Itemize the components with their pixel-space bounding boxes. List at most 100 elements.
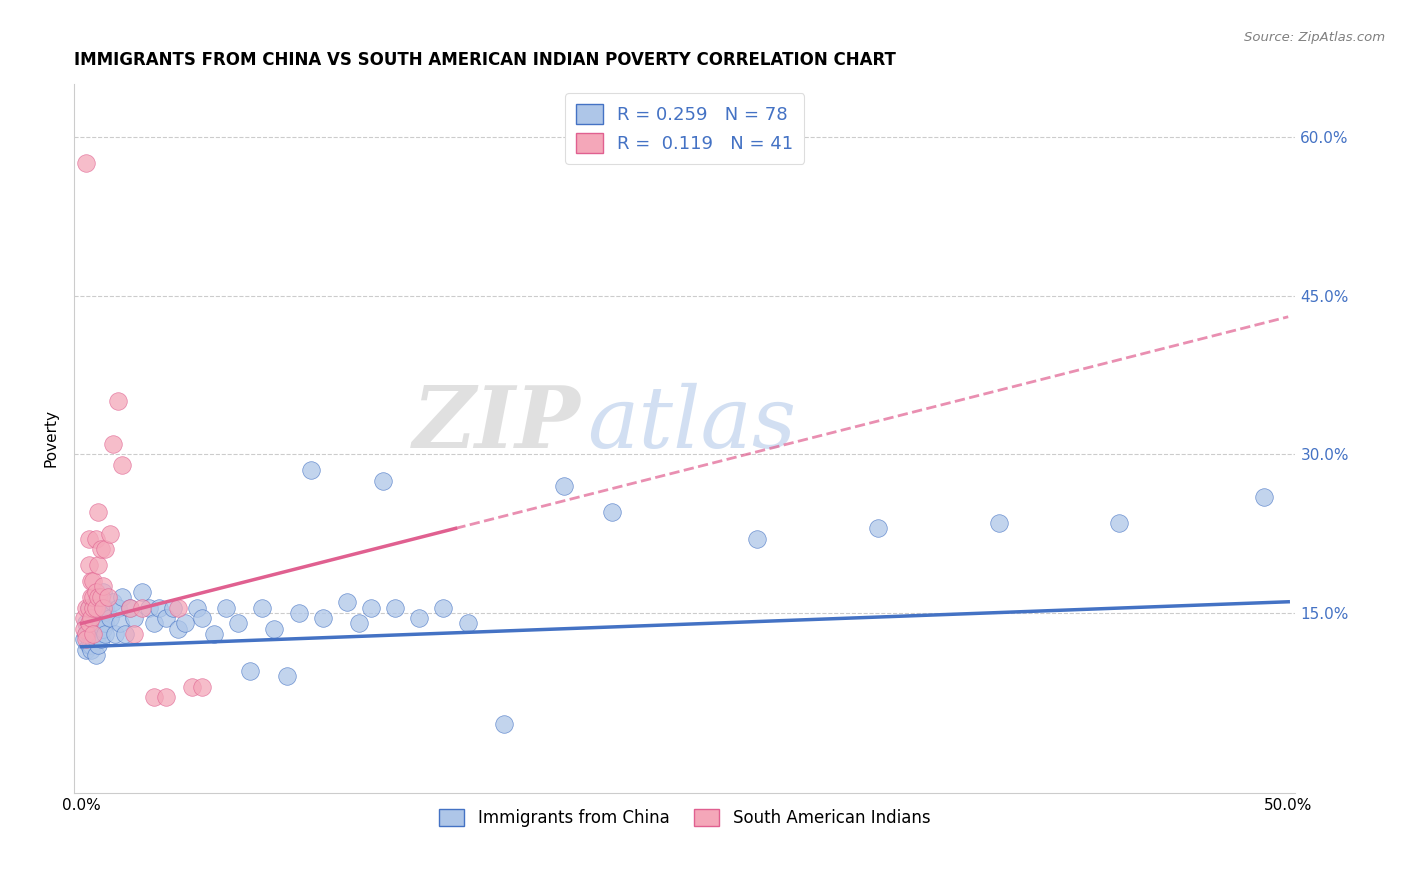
Point: [131, 584, 153, 599]
Point: [80, 638, 103, 652]
Point: [94, 627, 117, 641]
Text: ZIP: ZIP: [413, 383, 581, 466]
Point: [94, 542, 117, 557]
Point: [202, 627, 225, 641]
Point: [73, 611, 96, 625]
Point: [91, 584, 114, 599]
Point: [101, 595, 124, 609]
Point: [215, 600, 238, 615]
Point: [408, 611, 430, 625]
Point: [82, 600, 104, 615]
Point: [82, 600, 104, 615]
Point: [77, 627, 100, 641]
Point: [87, 590, 110, 604]
Point: [347, 616, 370, 631]
Point: [87, 606, 110, 620]
Point: [77, 558, 100, 573]
Point: [191, 680, 214, 694]
Legend: Immigrants from China, South American Indians: Immigrants from China, South American In…: [433, 803, 936, 834]
Point: [124, 627, 146, 641]
Point: [98, 611, 121, 625]
Point: [82, 632, 104, 647]
Point: [457, 616, 479, 631]
Point: [91, 606, 114, 620]
Point: [84, 532, 107, 546]
Text: Source: ZipAtlas.com: Source: ZipAtlas.com: [1244, 31, 1385, 45]
Point: [142, 690, 165, 705]
Point: [94, 616, 117, 631]
Point: [142, 616, 165, 631]
Point: [87, 627, 110, 641]
Point: [87, 558, 110, 573]
Point: [191, 611, 214, 625]
Text: atlas: atlas: [588, 383, 796, 466]
Point: [312, 611, 335, 625]
Point: [987, 516, 1010, 530]
Point: [97, 590, 120, 604]
Point: [98, 526, 121, 541]
Point: [602, 505, 624, 519]
Point: [75, 600, 97, 615]
Point: [167, 622, 190, 636]
Point: [90, 595, 112, 609]
Point: [84, 648, 107, 663]
Point: [84, 600, 107, 615]
Point: [82, 622, 104, 636]
Point: [287, 606, 309, 620]
Point: [84, 632, 107, 647]
Point: [84, 584, 107, 599]
Point: [747, 532, 769, 546]
Point: [174, 616, 197, 631]
Text: IMMIGRANTS FROM CHINA VS SOUTH AMERICAN INDIAN POVERTY CORRELATION CHART: IMMIGRANTS FROM CHINA VS SOUTH AMERICAN …: [75, 51, 896, 69]
Point: [360, 600, 382, 615]
Point: [239, 664, 262, 678]
Point: [107, 394, 129, 409]
Point: [384, 600, 406, 615]
Point: [80, 627, 103, 641]
Point: [118, 600, 141, 615]
Point: [73, 622, 96, 636]
Y-axis label: Poverty: Poverty: [44, 409, 58, 467]
Point: [162, 600, 184, 615]
Point: [84, 595, 107, 609]
Point: [492, 717, 515, 731]
Point: [87, 590, 110, 604]
Point: [94, 600, 117, 615]
Point: [80, 590, 103, 604]
Point: [91, 600, 114, 615]
Point: [131, 600, 153, 615]
Point: [553, 479, 575, 493]
Point: [77, 532, 100, 546]
Point: [167, 600, 190, 615]
Point: [75, 643, 97, 657]
Point: [90, 542, 112, 557]
Point: [90, 590, 112, 604]
Point: [866, 521, 889, 535]
Point: [155, 690, 177, 705]
Point: [77, 600, 100, 615]
Point: [138, 600, 160, 615]
Point: [1253, 490, 1275, 504]
Point: [111, 458, 134, 472]
Point: [75, 156, 97, 170]
Point: [75, 616, 97, 631]
Point: [111, 590, 134, 604]
Point: [107, 600, 129, 615]
Point: [82, 627, 104, 641]
Point: [82, 574, 104, 589]
Point: [84, 616, 107, 631]
Point: [124, 611, 146, 625]
Point: [82, 590, 104, 604]
Point: [80, 611, 103, 625]
Point: [371, 474, 394, 488]
Point: [80, 574, 103, 589]
Point: [148, 600, 170, 615]
Point: [1108, 516, 1130, 530]
Point: [276, 669, 298, 683]
Point: [87, 638, 110, 652]
Point: [73, 632, 96, 647]
Point: [77, 600, 100, 615]
Point: [181, 680, 204, 694]
Point: [432, 600, 454, 615]
Point: [75, 627, 97, 641]
